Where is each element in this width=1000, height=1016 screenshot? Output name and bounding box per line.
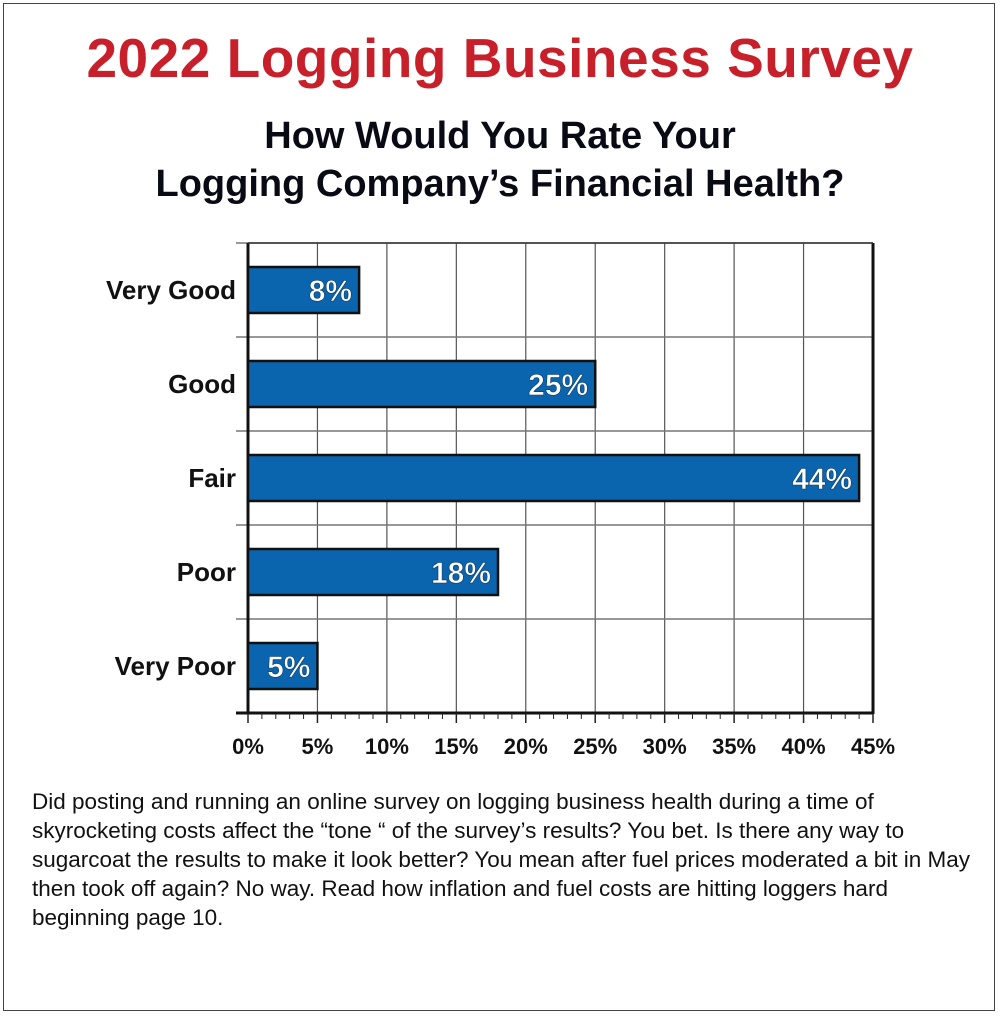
bar-good <box>246 359 597 409</box>
data-label: 5% <box>267 651 310 684</box>
category-label: Good <box>168 369 236 399</box>
bar-fair <box>246 453 861 503</box>
bar-poor <box>246 547 500 597</box>
bar-very-good <box>246 265 361 315</box>
survey-title: 2022 Logging Business Survey <box>86 27 914 89</box>
x-tick-label: 45% <box>851 734 895 759</box>
x-tick-label: 25% <box>573 734 617 759</box>
data-label: 18% <box>431 557 491 590</box>
x-tick-label: 35% <box>712 734 756 759</box>
chart-title: How Would You Rate Your Logging Company’… <box>0 112 1000 208</box>
data-label: 25% <box>528 369 588 402</box>
x-tick-label: 40% <box>782 734 826 759</box>
bar-very-poor <box>246 641 319 691</box>
category-label: Very Poor <box>115 651 236 681</box>
x-tick-label: 15% <box>434 734 478 759</box>
data-label: 44% <box>792 463 852 496</box>
category-label: Fair <box>188 463 236 493</box>
x-tick-label: 10% <box>365 734 409 759</box>
figure-frame <box>3 3 995 1011</box>
data-label: 8% <box>309 275 352 308</box>
chart-title-line-1: How Would You Rate Your <box>264 115 736 157</box>
category-label: Very Good <box>106 275 236 305</box>
category-label: Poor <box>177 557 236 587</box>
x-tick-label: 20% <box>504 734 548 759</box>
chart-title-line-2: Logging Company’s Financial Health? <box>155 163 845 205</box>
x-tick-label: 0% <box>232 734 264 759</box>
x-tick-label: 5% <box>302 734 334 759</box>
bar-chart: 8% Very Good 25% Good 44% Fair 18% Poor 5% Very P… <box>106 242 895 759</box>
caption: Did posting and running an online survey… <box>32 789 971 930</box>
x-tick-label: 30% <box>643 734 687 759</box>
